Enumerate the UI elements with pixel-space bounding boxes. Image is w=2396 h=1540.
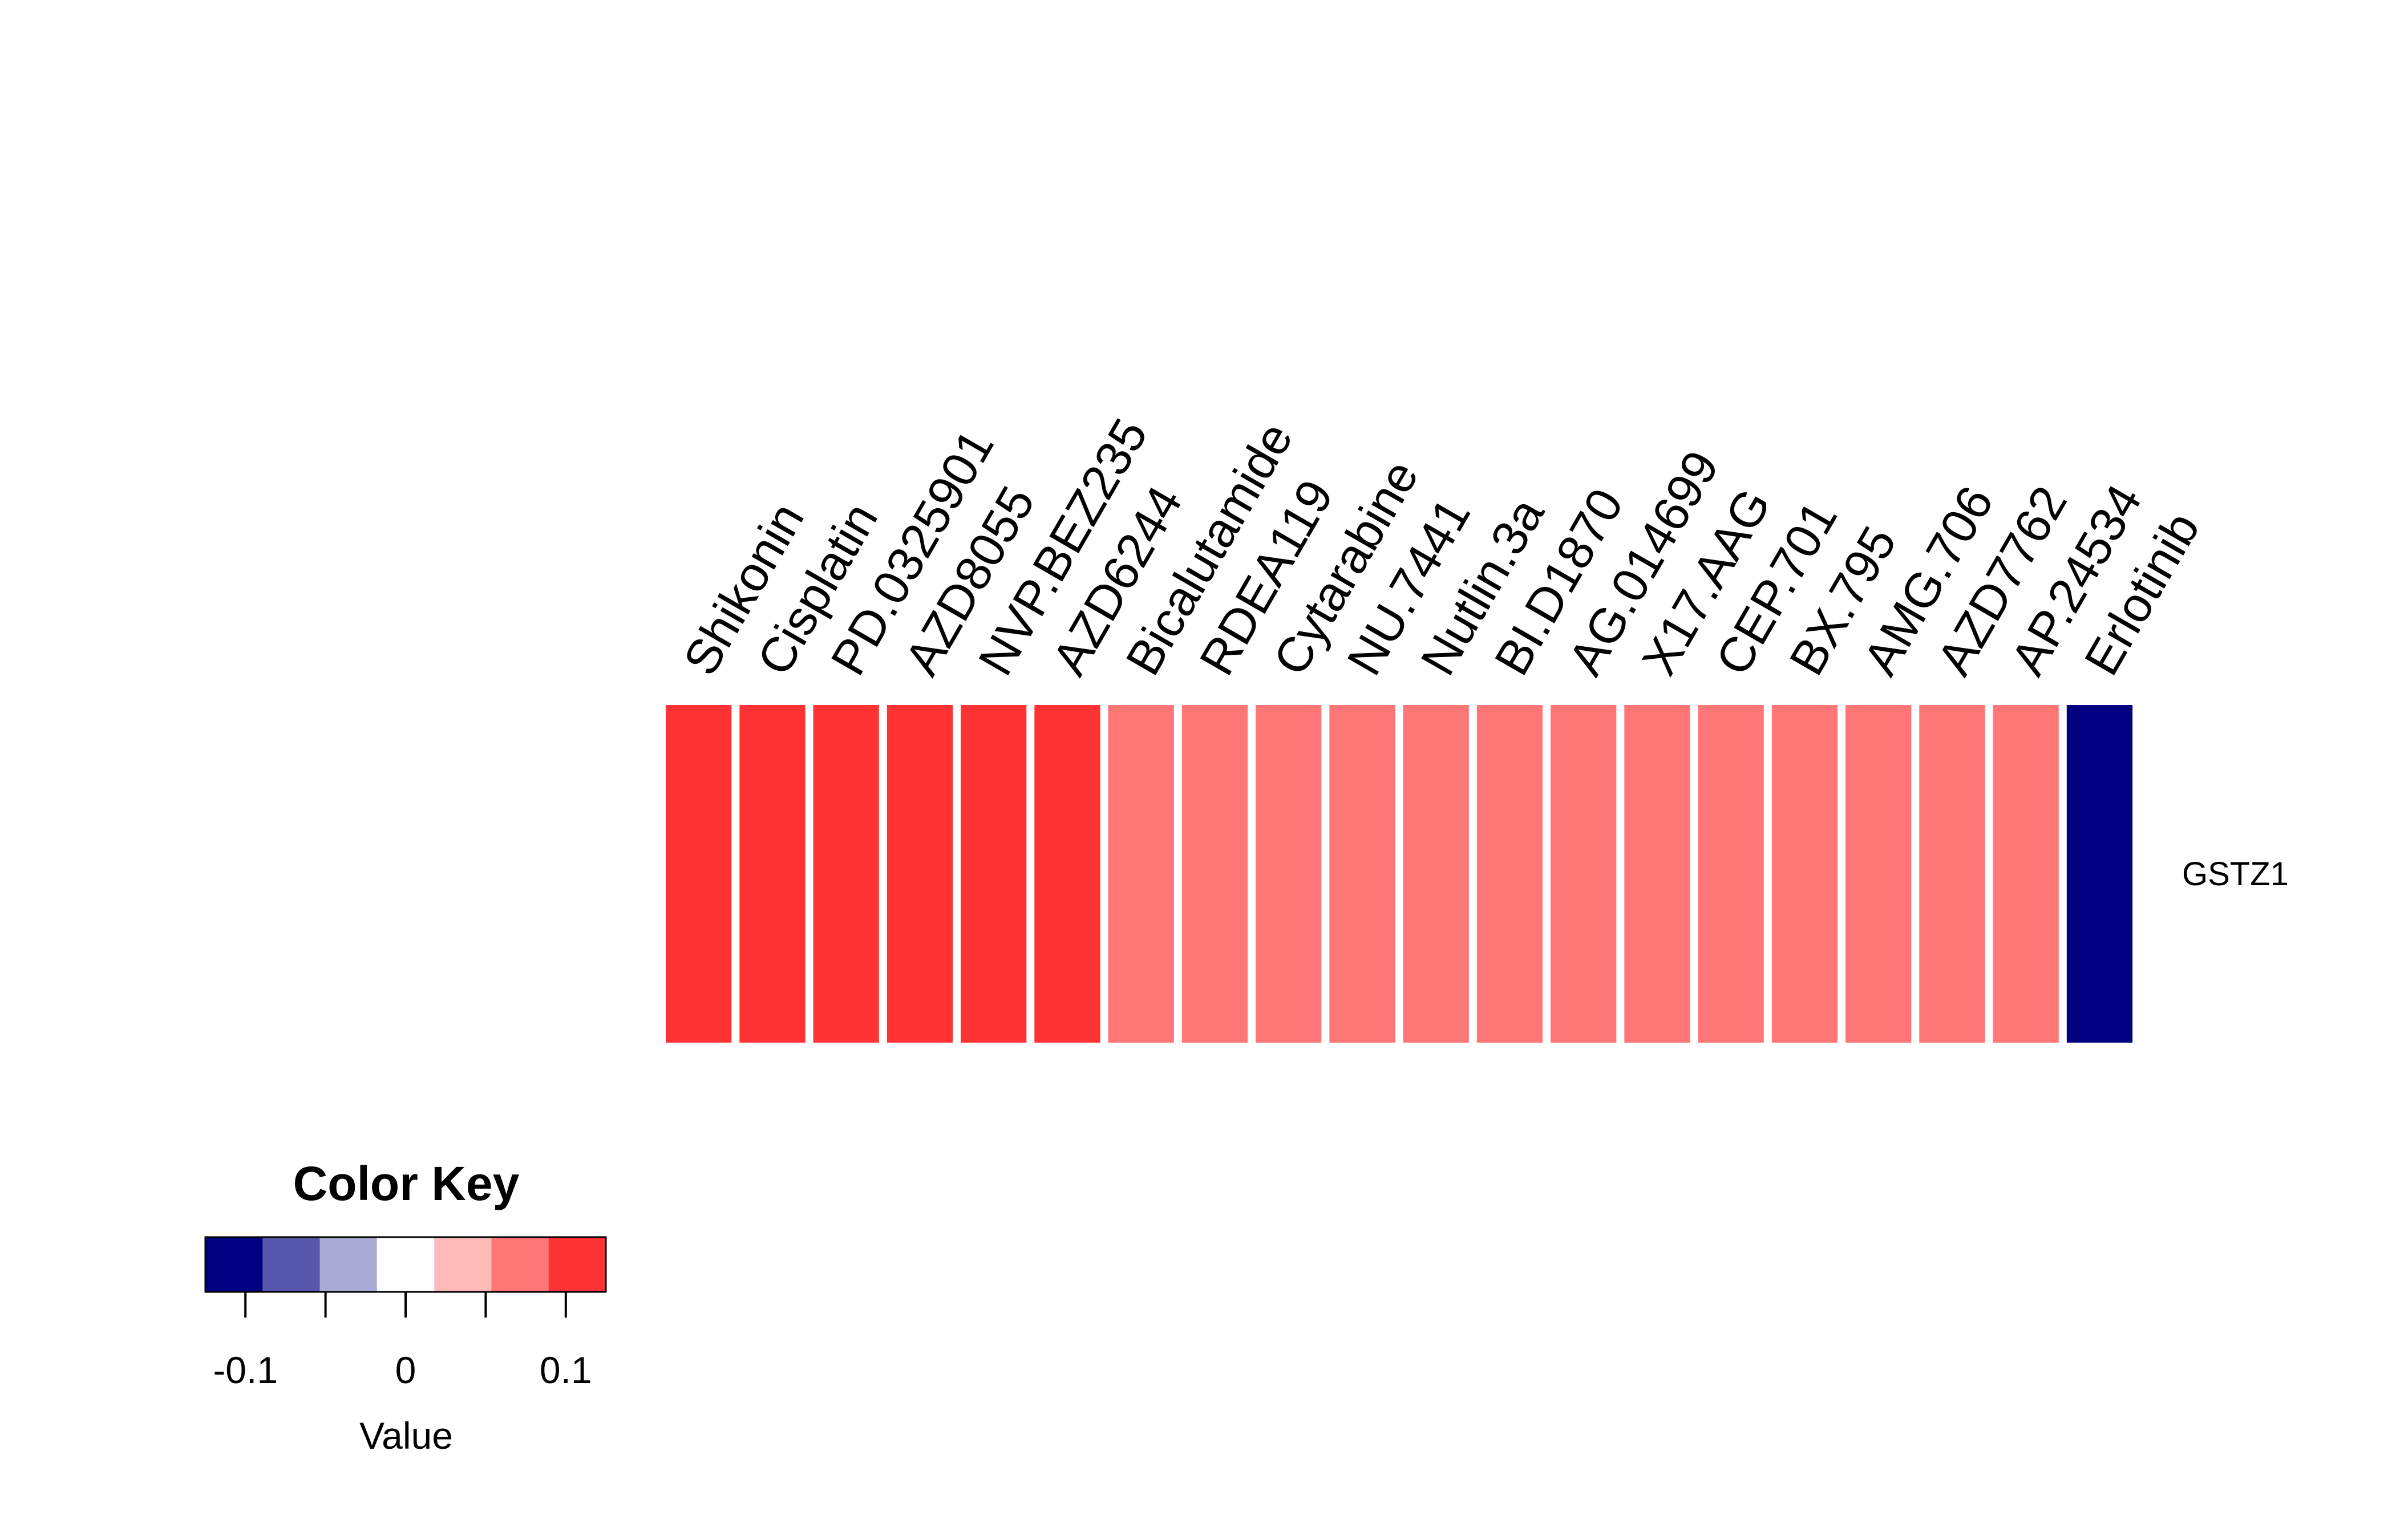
heatmap-cell-pd-0325901: [813, 705, 879, 1043]
heatmap-cell-nutlin-3a: [1403, 705, 1469, 1043]
color-key-ticks: -0.1 0 0.1: [213, 1291, 592, 1391]
heatmap-cell-rdea119: [1181, 705, 1248, 1043]
heatmap-cell-cep-701: [1698, 705, 1764, 1043]
heatmap-cell-azd8055: [887, 705, 953, 1043]
color-key-swatch: [548, 1237, 606, 1292]
color-key-tick-label: 0: [395, 1349, 416, 1391]
heatmap-cell-azd6244: [1034, 705, 1100, 1043]
color-key-swatch: [377, 1237, 435, 1292]
heatmap-cell-nvp-bez235: [961, 705, 1027, 1043]
heatmap-cell-bi-d1870: [1476, 705, 1543, 1043]
heatmap-cell-cytarabine: [1256, 705, 1322, 1043]
row-label: GSTZ1: [2182, 856, 2289, 893]
heatmap-cell-bx-795: [1771, 705, 1838, 1043]
color-key-swatch: [262, 1237, 320, 1292]
heatmap-cells: [666, 705, 2133, 1043]
color-key-swatch: [319, 1237, 378, 1292]
color-key-xlabel: Value: [359, 1415, 453, 1457]
heatmap-cell-shikonin: [666, 705, 732, 1043]
color-key: Color Key -0.1 0 0.1 Value: [204, 1157, 607, 1457]
heatmap-cell-erlotinib: [2066, 705, 2133, 1043]
heatmap-cell-ap-24534: [1993, 705, 2059, 1043]
heatmap-cell-x17-aag: [1624, 705, 1690, 1043]
color-key-title: Color Key: [293, 1157, 520, 1210]
heatmap-cell-ag-014699: [1551, 705, 1617, 1043]
row-labels: GSTZ1: [2182, 856, 2289, 893]
color-key-swatch: [491, 1237, 549, 1292]
color-key-swatches: [205, 1237, 606, 1292]
heatmap-cell-amg-706: [1845, 705, 1912, 1043]
color-key-swatch: [434, 1237, 492, 1292]
color-key-tick-label: 0.1: [540, 1349, 592, 1391]
heatmap-cell-bicalutamide: [1108, 705, 1174, 1043]
heatmap-cell-nu-7441: [1329, 705, 1395, 1043]
color-key-tick-label: -0.1: [213, 1349, 278, 1391]
heatmap-cell-cisplatin: [739, 705, 806, 1043]
heatmap-cell-azd7762: [1919, 705, 1985, 1043]
color-key-swatch: [205, 1237, 263, 1292]
